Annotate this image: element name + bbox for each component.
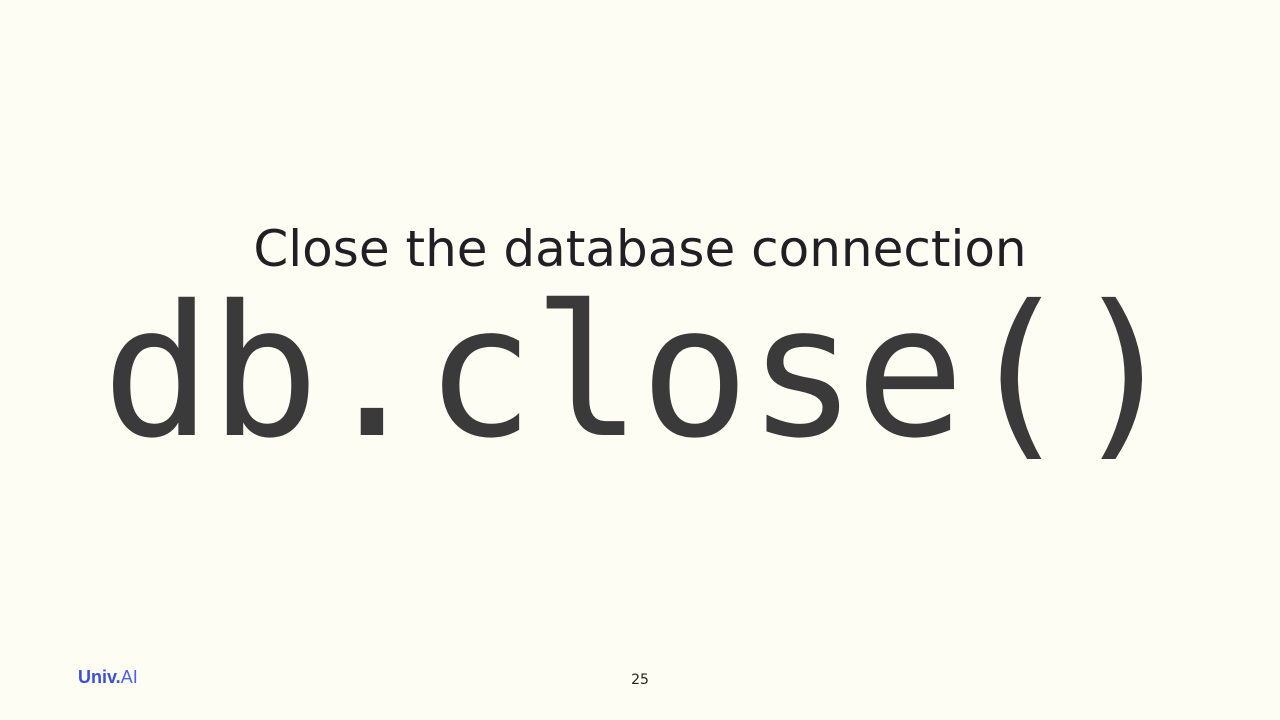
code-snippet: db.close() xyxy=(102,266,1180,478)
page-number: 25 xyxy=(631,672,649,688)
univ-ai-logo: Univ.AI xyxy=(78,666,138,688)
logo-separator: . xyxy=(115,667,121,687)
logo-suffix-text: AI xyxy=(120,667,138,687)
logo-main-text: Univ xyxy=(78,667,116,687)
slide-title: Close the database connection xyxy=(253,220,1027,278)
